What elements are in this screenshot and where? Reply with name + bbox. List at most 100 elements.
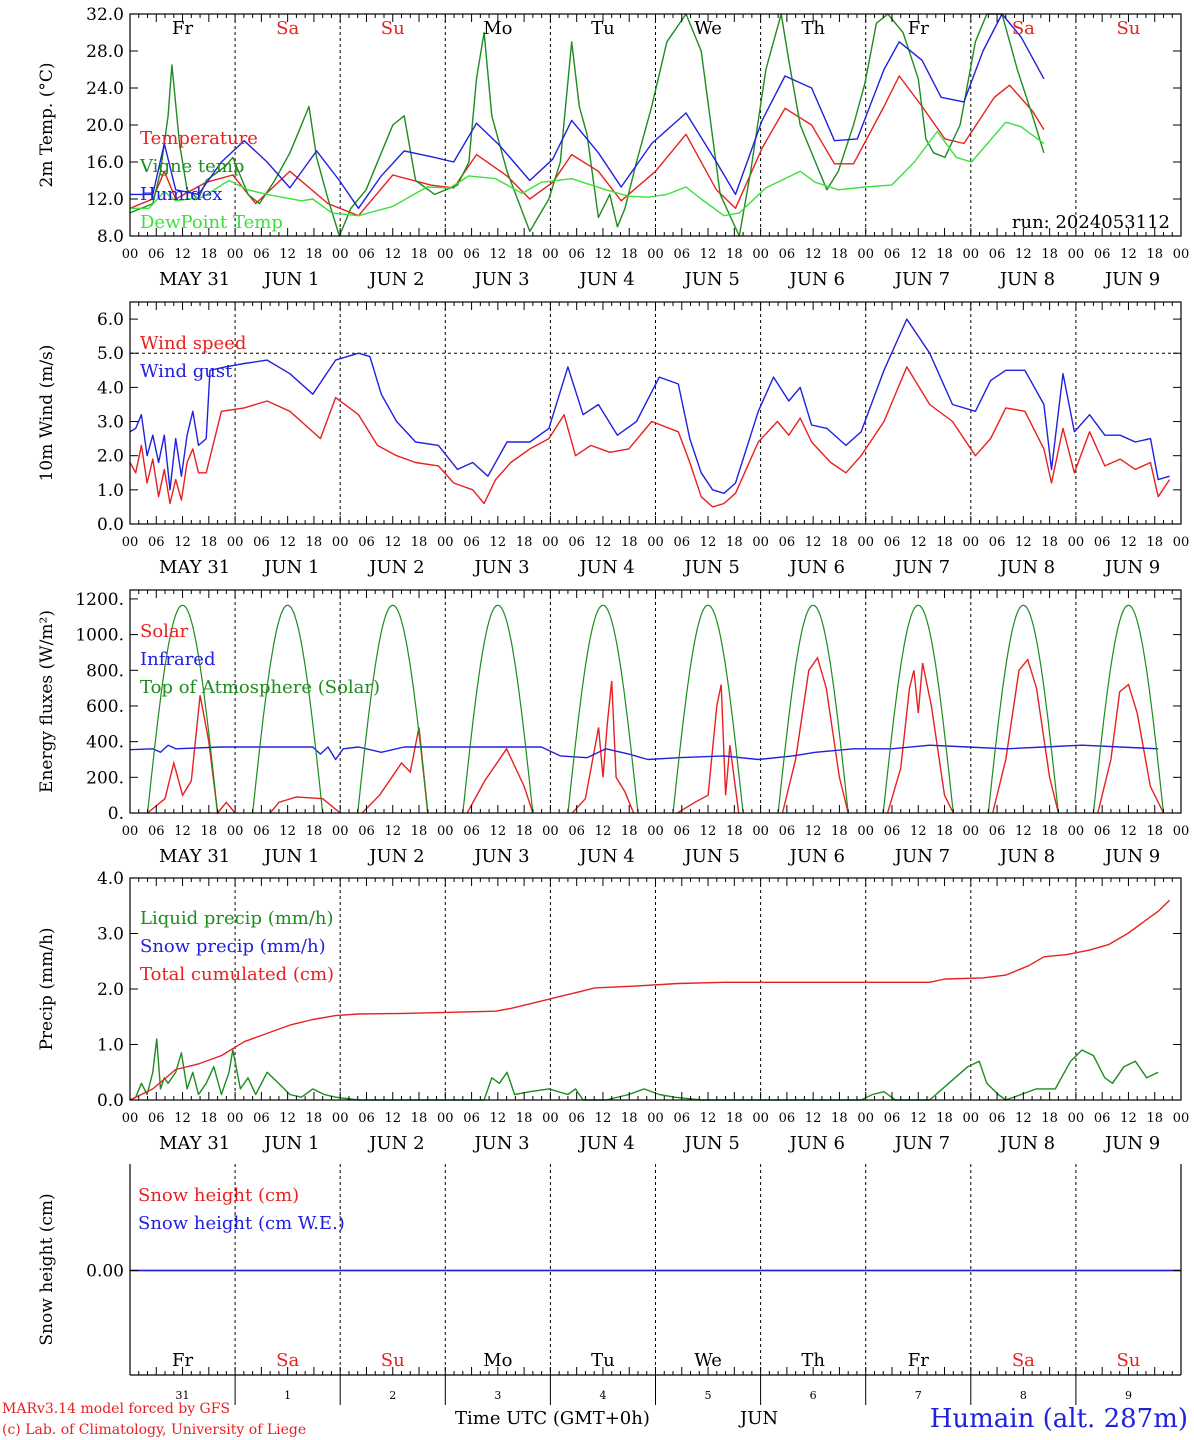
- date-label: JUN 8: [998, 557, 1055, 578]
- time-axis-label: Time UTC (GMT+0h): [455, 1408, 650, 1429]
- hour-tick-label: 00: [857, 824, 874, 839]
- hour-tick-label: 00: [542, 247, 559, 262]
- panel-5: 0.00 Snow height (cm) Snow height (cm) Snow…: [37, 1164, 1182, 1405]
- hour-tick-label: 06: [1094, 535, 1111, 550]
- hour-tick-label: 06: [253, 535, 270, 550]
- weekday-label: Sa: [1012, 18, 1035, 39]
- hour-tick-label: 18: [411, 247, 428, 262]
- weekday-label: Th: [801, 18, 825, 39]
- date-label: JUN 9: [1103, 1133, 1160, 1154]
- hour-tick-label: 18: [306, 535, 323, 550]
- hour-tick-label: 00: [1173, 1111, 1190, 1126]
- hour-tick-label: 12: [384, 1111, 401, 1126]
- humidex-line: [130, 13, 1045, 210]
- wind-gust-line: [129, 318, 1170, 494]
- y-tick-label: 1.0: [97, 1036, 124, 1056]
- y-tick-label: 1.0: [97, 481, 124, 501]
- date-label: JUN 2: [367, 269, 424, 290]
- date-label: JUN 9: [1103, 557, 1160, 578]
- weekday-label: Fr: [908, 1350, 929, 1371]
- date-label: MAY 31: [159, 269, 230, 290]
- top-of-atmosphere-solar-line: [146, 604, 219, 814]
- hour-tick-label: 06: [674, 824, 691, 839]
- hour-tick-label: 06: [884, 824, 901, 839]
- hour-tick-label: 06: [568, 1111, 585, 1126]
- hour-tick-label: 06: [463, 824, 480, 839]
- hour-tick-label: 00: [752, 1111, 769, 1126]
- panel-3: 0. 200. 400. 600. 800. 1000. 1200. Energy fluxe…: [37, 589, 1189, 867]
- day-number-label: 7: [915, 1389, 922, 1402]
- hour-tick-label: 18: [1041, 824, 1058, 839]
- hour-tick-label: 06: [568, 824, 585, 839]
- hour-tick-label: 12: [910, 824, 927, 839]
- hour-tick-label: 00: [963, 247, 980, 262]
- hour-tick-label: 18: [1041, 535, 1058, 550]
- y-axis-label: Precip (mm/h): [37, 927, 57, 1050]
- hour-tick-label: 00: [227, 535, 244, 550]
- model-credit: MARv3.14 model forced by GFS: [2, 1401, 230, 1417]
- hour-tick-label: 18: [726, 824, 743, 839]
- solar-line: [571, 680, 635, 814]
- hour-tick-label: 12: [174, 247, 191, 262]
- legend-snow-height-cm-w-e: Snow height (cm W.E.): [138, 1213, 345, 1234]
- date-label: JUN 5: [683, 557, 740, 578]
- hour-tick-label: 06: [463, 1111, 480, 1126]
- y-tick-label: 1000.: [75, 626, 124, 646]
- hour-tick-label: 18: [936, 535, 953, 550]
- date-label: JUN 7: [893, 1133, 950, 1154]
- hour-tick-label: 00: [332, 824, 349, 839]
- solar-line: [1097, 683, 1165, 814]
- hour-tick-label: 12: [805, 247, 822, 262]
- hour-tick-label: 06: [779, 535, 796, 550]
- panel-1: 8.0 12.0 16.0 20.0 24.0 28.0 32.0 2m Temp. (°C)…: [37, 5, 1189, 290]
- hour-tick-label: 18: [1146, 247, 1163, 262]
- legend-humidex: Humidex: [140, 184, 222, 205]
- month-label: JUN: [738, 1408, 778, 1429]
- date-label: JUN 6: [788, 269, 845, 290]
- solar-line: [269, 796, 341, 814]
- hour-tick-label: 06: [779, 824, 796, 839]
- hour-tick-label: 00: [122, 247, 139, 262]
- hour-tick-label: 06: [253, 824, 270, 839]
- date-label: JUN 2: [367, 1133, 424, 1154]
- weekday-label: Fr: [908, 18, 929, 39]
- hour-tick-label: 18: [201, 1111, 218, 1126]
- weekday-label: Mo: [483, 1350, 512, 1371]
- date-label: JUN 8: [998, 1133, 1055, 1154]
- hour-tick-label: 06: [1094, 824, 1111, 839]
- hour-tick-label: 06: [148, 535, 165, 550]
- hour-tick-label: 12: [384, 535, 401, 550]
- hour-tick-label: 18: [516, 247, 533, 262]
- hour-tick-label: 00: [647, 535, 664, 550]
- hour-tick-label: 18: [516, 535, 533, 550]
- hour-tick-label: 00: [542, 535, 559, 550]
- hour-tick-label: 18: [831, 535, 848, 550]
- hour-tick-label: 12: [279, 824, 296, 839]
- panel-4: 0.0 1.0 2.0 3.0 4.0 Precip (mm/h) Liquid preci…: [37, 869, 1189, 1154]
- hour-tick-label: 06: [358, 535, 375, 550]
- y-tick-label: 28.0: [86, 42, 124, 62]
- hour-tick-label: 00: [437, 247, 454, 262]
- hour-tick-label: 06: [358, 824, 375, 839]
- solar-line: [781, 656, 849, 814]
- hour-tick-label: 06: [674, 535, 691, 550]
- hour-tick-label: 00: [122, 1111, 139, 1126]
- date-label: JUN 3: [472, 1133, 529, 1154]
- weekday-label: Su: [381, 18, 405, 39]
- hour-tick-label: 18: [726, 535, 743, 550]
- hour-tick-label: 18: [411, 824, 428, 839]
- hour-tick-label: 18: [726, 247, 743, 262]
- y-tick-label: 4.0: [97, 378, 124, 398]
- hour-tick-label: 00: [437, 535, 454, 550]
- top-of-atmosphere-solar-line: [672, 604, 744, 814]
- hour-tick-label: 06: [779, 247, 796, 262]
- hour-tick-label: 06: [674, 247, 691, 262]
- hour-tick-label: 00: [647, 247, 664, 262]
- hour-tick-label: 18: [306, 824, 323, 839]
- solar-line: [677, 684, 740, 814]
- hour-tick-label: 12: [700, 1111, 717, 1126]
- hour-tick-label: 00: [122, 535, 139, 550]
- hour-tick-label: 12: [805, 1111, 822, 1126]
- hour-tick-label: 00: [1068, 1111, 1085, 1126]
- date-label: JUN 7: [893, 557, 950, 578]
